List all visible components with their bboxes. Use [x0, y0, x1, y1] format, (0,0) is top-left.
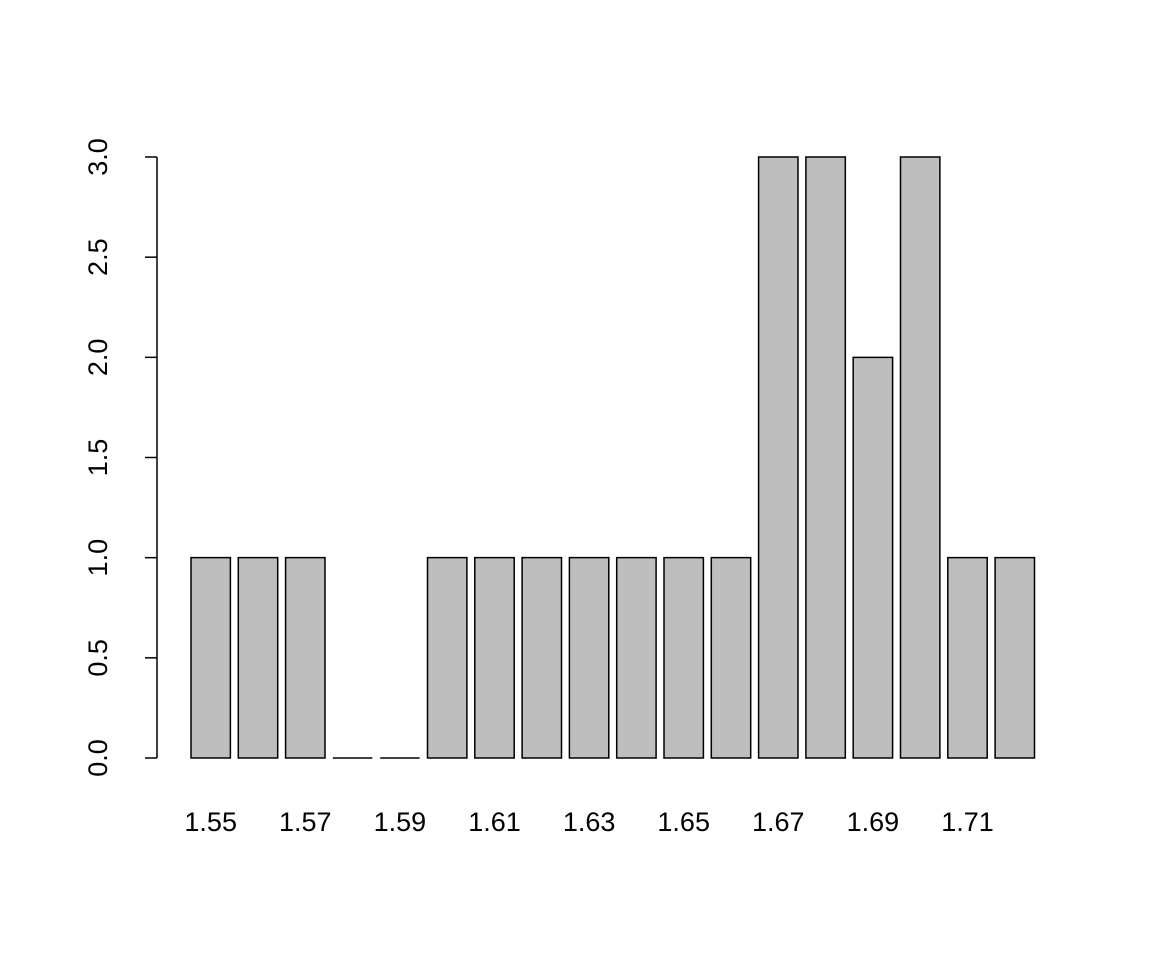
x-tick-label: 1.59: [374, 807, 427, 837]
bar: [284, 556, 326, 759]
x-tick-label: 1.57: [279, 807, 332, 837]
bar: [994, 556, 1036, 759]
y-tick-label: 2.5: [83, 238, 113, 276]
bar: [426, 556, 468, 759]
bar: [568, 556, 610, 759]
x-tick-label: 1.63: [563, 807, 616, 837]
y-tick-label: 0.5: [83, 639, 113, 677]
y-tick-label: 1.5: [83, 439, 113, 477]
x-tick-label: 1.61: [468, 807, 521, 837]
y-tick-label: 2.0: [83, 339, 113, 377]
bar: [852, 356, 894, 759]
bar: [663, 556, 705, 759]
x-tick-label: 1.65: [657, 807, 710, 837]
bar: [805, 156, 847, 759]
bar: [474, 556, 515, 759]
bar: [615, 556, 657, 759]
bar: [757, 156, 799, 759]
bar: [190, 556, 232, 759]
x-tick-label: 1.55: [184, 807, 237, 837]
y-tick-label: 0.0: [83, 739, 113, 777]
bar: [947, 556, 988, 759]
y-tick-label: 1.0: [83, 539, 113, 577]
x-tick-label: 1.71: [941, 807, 994, 837]
x-tick-label: 1.69: [847, 807, 900, 837]
bar: [237, 556, 279, 759]
x-tick-label: 1.67: [752, 807, 805, 837]
bar: [521, 556, 563, 759]
y-tick-label: 3.0: [83, 138, 113, 176]
bar: [710, 556, 752, 759]
bar: [899, 156, 941, 759]
